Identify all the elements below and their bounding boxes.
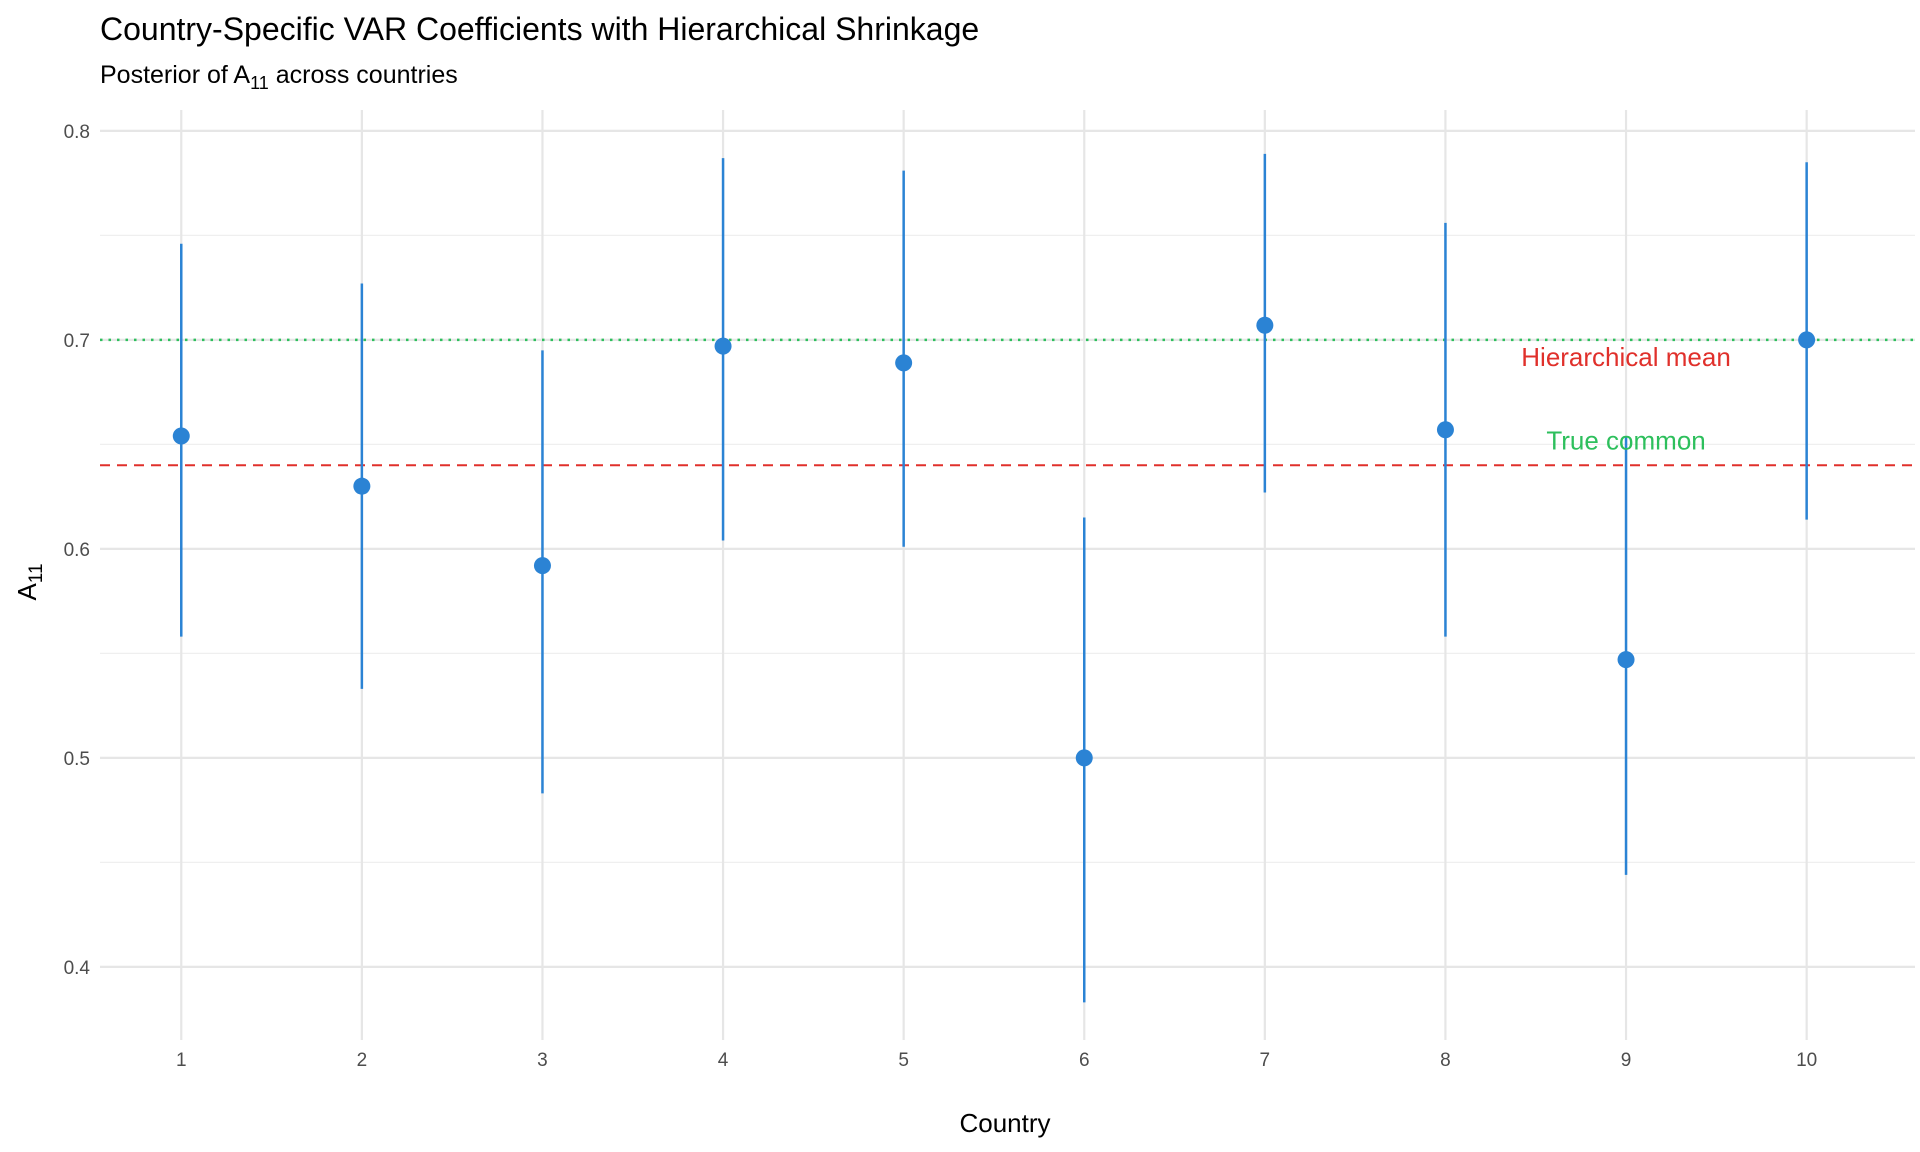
y-tick-labels: 0.4 0.5 0.6 0.7 0.8 [64,122,91,979]
x-tick-labels: 1 2 3 4 5 6 7 8 9 10 [176,1050,1817,1071]
x-tick-label: 10 [1796,1050,1817,1071]
y-axis-title: A11 [12,563,47,600]
x-tick-label: 9 [1621,1050,1632,1071]
data-point [533,557,551,575]
data-point [1436,421,1454,439]
x-tick-label: 5 [898,1050,909,1071]
x-axis-title: Country [959,1108,1050,1138]
data-point [714,337,732,355]
data-point [1256,316,1274,334]
subtitle-suffix: across countries [269,61,458,89]
x-tick-label: 3 [537,1050,548,1071]
data-point [1617,651,1635,669]
series-points [172,153,1816,1003]
x-tick-label: 6 [1079,1050,1090,1071]
y-axis-title-subscript: 11 [26,563,47,583]
annotations: Hierarchical mean True common [1521,342,1731,456]
chart-title: Country-Specific VAR Coefficients with H… [100,11,979,47]
x-tick-label: 2 [357,1050,368,1071]
subtitle-prefix: Posterior of A [100,61,250,89]
x-tick-label: 7 [1260,1050,1271,1071]
chart-subtitle: Posterior of A11 across countries [100,61,458,93]
data-point [353,477,371,495]
subtitle-subscript: 11 [250,73,269,93]
data-point [1798,331,1816,349]
annotation-label: Hierarchical mean [1521,342,1731,372]
y-tick-label: 0.5 [64,749,90,770]
y-tick-label: 0.4 [64,958,91,979]
x-tick-label: 8 [1440,1050,1451,1071]
y-tick-label: 0.8 [64,122,90,143]
data-point [895,354,913,372]
data-point [1075,749,1093,767]
x-tick-label: 1 [176,1050,187,1071]
y-axis-title-base: A [12,583,42,601]
data-point [172,427,190,445]
y-tick-label: 0.6 [64,540,90,561]
reference-lines [100,338,1915,467]
x-tick-label: 4 [718,1050,729,1071]
annotation-label: True common [1546,426,1705,456]
grid [100,110,1915,1040]
y-tick-label: 0.7 [64,331,90,352]
